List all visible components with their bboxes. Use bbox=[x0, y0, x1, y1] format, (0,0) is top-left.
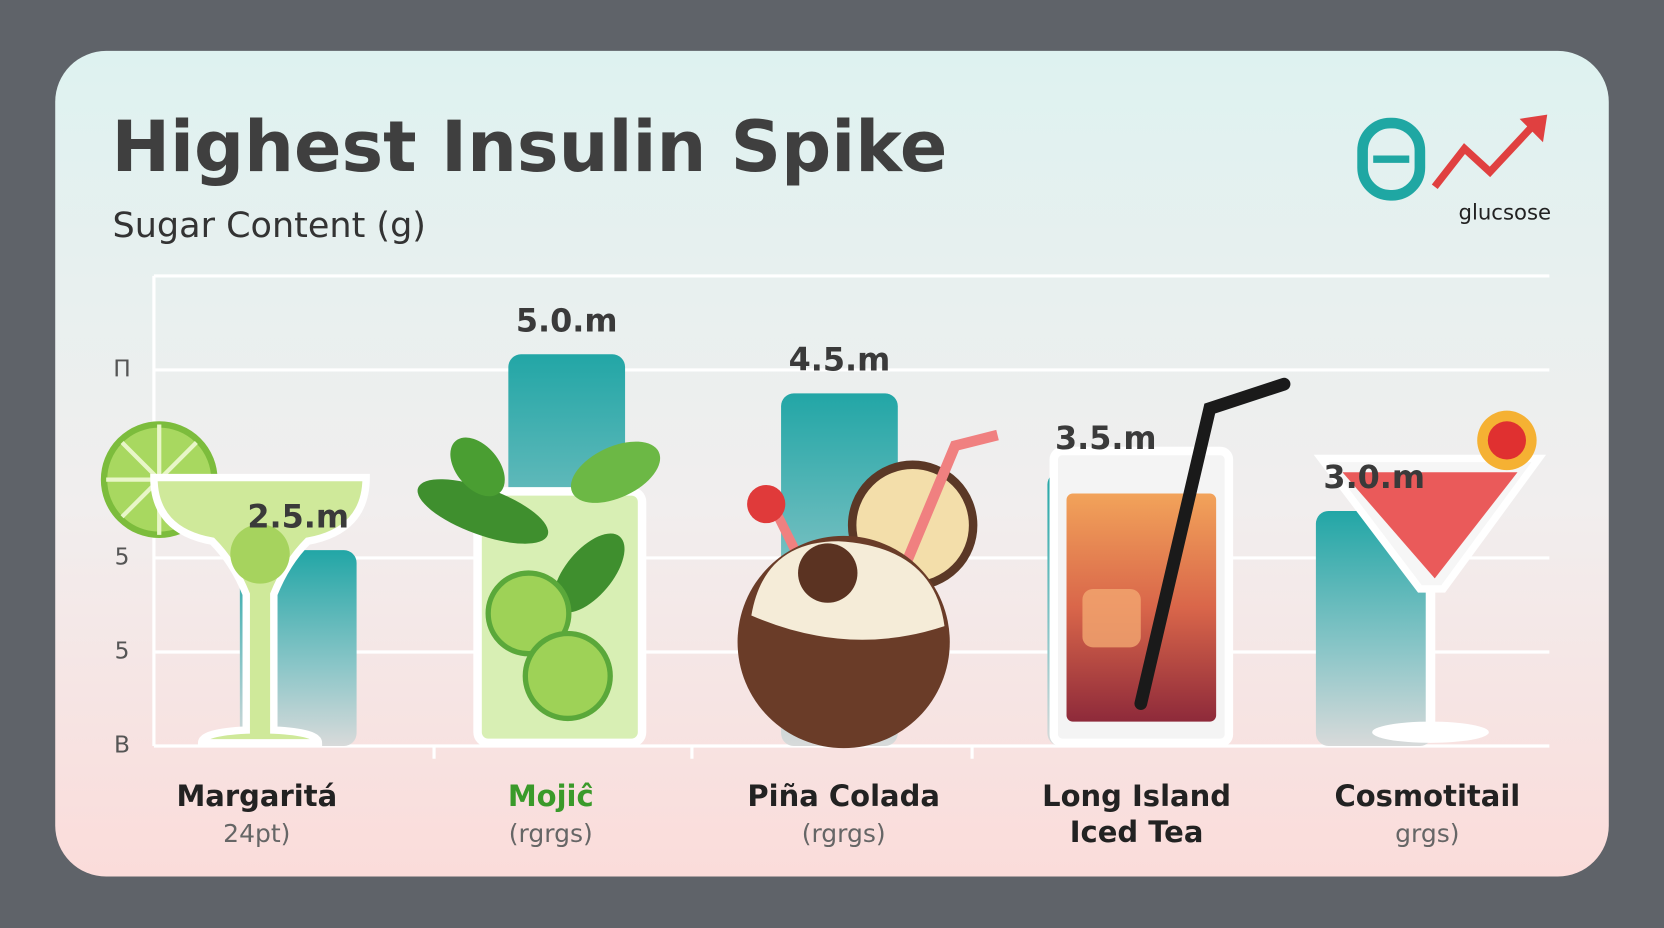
value-label: 3.5.m bbox=[1055, 419, 1157, 457]
y-tick-label: B bbox=[114, 731, 130, 759]
y-tick-label: 5 bbox=[115, 636, 130, 664]
category-note: grgs) bbox=[1395, 819, 1460, 849]
logo-text: glucsose bbox=[1458, 200, 1551, 225]
value-label: 4.5.m bbox=[789, 341, 891, 379]
value-label: 5.0.m bbox=[516, 301, 618, 339]
category-note: 24pt) bbox=[223, 819, 291, 849]
category-label: Piña Colada bbox=[747, 778, 940, 813]
logo: glucsose bbox=[1357, 114, 1551, 225]
category-label: Long Island Iced Tea bbox=[1042, 778, 1231, 849]
category-label: Margaritá bbox=[176, 778, 338, 813]
category-note: (rgrgs) bbox=[801, 819, 886, 849]
y-tick-label: Π bbox=[113, 354, 131, 382]
y-tick-label: 5 bbox=[115, 542, 130, 570]
chart-title: Highest Insulin Spike bbox=[111, 106, 947, 188]
drink-icons bbox=[100, 377, 1547, 749]
category-label: Mojiĉ bbox=[507, 778, 594, 813]
category-label: Cosmotitail bbox=[1334, 778, 1521, 813]
subtitle: Sugar Content (g) bbox=[113, 206, 426, 246]
value-label: 3.0.m bbox=[1323, 458, 1425, 496]
category-note: (rgrgs) bbox=[508, 819, 593, 849]
value-label: 2.5.m bbox=[247, 497, 349, 535]
